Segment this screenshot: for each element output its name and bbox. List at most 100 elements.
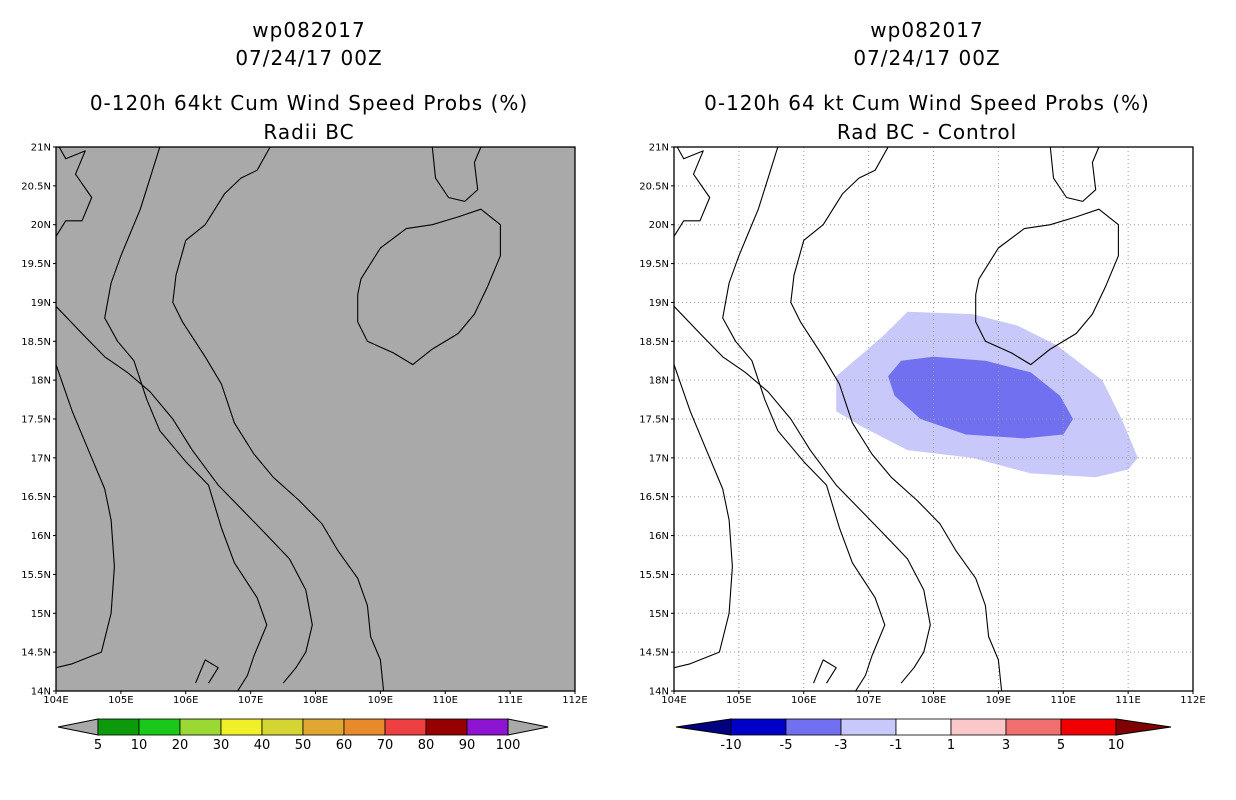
colorbar-label: 30	[213, 738, 230, 753]
lon-tick-label: 112E	[1180, 695, 1205, 706]
coastline	[790, 147, 1003, 691]
colorbar-swatch	[785, 718, 842, 736]
probability-map: 104E 105E 106E 107E 108E 109E 110E 111E 112E 14N 1…	[21, 143, 587, 754]
lat-tick-label: 19N	[31, 298, 51, 309]
colorbar-label: 5	[1057, 738, 1065, 753]
coastline	[674, 364, 733, 669]
coastline	[812, 659, 837, 684]
colorbar: -10 -5 -3 -1 1 3 5 10	[675, 718, 1172, 753]
lon-tick-label: 108E	[303, 695, 328, 706]
colorbar-swatch	[179, 718, 222, 736]
plot-subtitle: Rad BC - Control	[836, 120, 1018, 144]
lat-tick-label: 17N	[649, 453, 669, 464]
difference-map: 104E 105E 106E 107E 108E 109E 110E 111E 112E 14N 1…	[639, 143, 1205, 754]
contour-fill	[888, 356, 1073, 439]
lat-tick-label: 21N	[31, 143, 51, 154]
lat-tick-label: 18.5N	[21, 337, 51, 348]
lat-tick-label: 16N	[31, 531, 51, 542]
map-background	[56, 147, 575, 691]
lat-tick-label: 19.5N	[21, 259, 51, 270]
lon-tick-label: 110E	[433, 695, 458, 706]
lon-tick-label: 110E	[1051, 695, 1076, 706]
colorbar-label: 3	[1002, 738, 1010, 753]
colorbar-swatch	[895, 718, 952, 736]
coastline	[56, 305, 313, 684]
coastline	[1049, 147, 1100, 202]
lon-tick-label: 109E	[368, 695, 393, 706]
lat-tick-label: 20N	[649, 220, 669, 231]
lat-tick-label: 18N	[649, 376, 669, 387]
map-content	[56, 147, 501, 691]
colorbar-label: 10	[131, 738, 148, 753]
coastline	[56, 147, 93, 237]
coastline	[56, 364, 115, 669]
lon-tick-label: 111E	[497, 695, 522, 706]
lat-tick-label: 18.5N	[639, 337, 669, 348]
colorbar-label: 1	[947, 738, 955, 753]
lon-tick-label: 107E	[856, 695, 881, 706]
map-content	[674, 147, 1193, 691]
lat-tick-label: 19.5N	[639, 259, 669, 270]
coastline	[431, 147, 482, 202]
coastline	[172, 147, 385, 691]
lat-tick-label: 20.5N	[21, 181, 51, 192]
colorbar-swatch	[730, 718, 787, 736]
colorbar-lower-arrow	[675, 718, 732, 736]
valid-time: 07/24/17 00Z	[853, 46, 1001, 70]
lat-tick-label: 14N	[31, 687, 51, 698]
lon-tick-label: 106E	[791, 695, 816, 706]
valid-time: 07/24/17 00Z	[235, 46, 383, 70]
colorbar-swatch	[343, 718, 386, 736]
lat-tick-label: 21N	[649, 143, 669, 154]
colorbar-label: 20	[172, 738, 189, 753]
lat-tick-label: 15N	[649, 609, 669, 620]
colorbar-label: -1	[890, 738, 903, 753]
lat-tick-label: 16.5N	[639, 492, 669, 503]
storm-id: wp082017	[252, 18, 366, 42]
lat-tick-label: 17.5N	[639, 415, 669, 426]
lon-tick-label: 107E	[238, 695, 263, 706]
lat-tick-label: 16.5N	[21, 492, 51, 503]
lat-tick-label: 16N	[649, 531, 669, 542]
colorbar-swatch	[138, 718, 181, 736]
lat-tick-label: 17.5N	[21, 415, 51, 426]
lat-tick-label: 20.5N	[639, 181, 669, 192]
plot-title: 0-120h 64 kt Cum Wind Speed Probs (%)	[704, 91, 1150, 115]
lon-tick-label: 106E	[173, 695, 198, 706]
lat-tick-label: 15.5N	[639, 570, 669, 581]
lon-tick-label: 112E	[562, 695, 587, 706]
colorbar-swatch	[1005, 718, 1062, 736]
colorbar-label: 40	[254, 738, 271, 753]
coastline	[674, 147, 711, 237]
panel-difference: wp082017 07/24/17 00Z 0-120h 64 kt Cum W…	[618, 0, 1236, 800]
colorbar-swatch	[466, 718, 509, 736]
coastline	[722, 147, 886, 691]
storm-id: wp082017	[870, 18, 984, 42]
lon-tick-label: 105E	[108, 695, 133, 706]
lon-tick-label: 108E	[921, 695, 946, 706]
colorbar-swatch	[1060, 718, 1117, 736]
lat-tick-label: 14.5N	[639, 648, 669, 659]
colorbar-label: -5	[780, 738, 793, 753]
colorbar-label: 90	[459, 738, 476, 753]
coastline	[194, 659, 219, 684]
colorbar-label: 50	[295, 738, 312, 753]
lat-tick-label: 20N	[31, 220, 51, 231]
colorbar-upper-arrow	[1115, 718, 1172, 736]
colorbar-swatch	[425, 718, 468, 736]
colorbar-lower-arrow	[57, 718, 99, 736]
plot-subtitle: Radii BC	[263, 120, 355, 144]
colorbar-label: 5	[94, 738, 102, 753]
panel-radii-bc: wp082017 07/24/17 00Z 0-120h 64kt Cum Wi…	[21, 18, 587, 754]
colorbar-swatch	[840, 718, 897, 736]
colorbar: 5 10 20 30 40 50 60 70 80 90 100	[57, 718, 549, 753]
colorbar-upper-arrow	[507, 718, 549, 736]
colorbar-label: 80	[418, 738, 435, 753]
lon-tick-label: 104E	[661, 695, 686, 706]
lon-tick-label: 109E	[986, 695, 1011, 706]
lat-tick-label: 14N	[649, 687, 669, 698]
colorbar-swatch	[220, 718, 263, 736]
coastline	[104, 147, 268, 691]
lon-tick-label: 111E	[1115, 695, 1140, 706]
lat-tick-label: 18N	[31, 376, 51, 387]
